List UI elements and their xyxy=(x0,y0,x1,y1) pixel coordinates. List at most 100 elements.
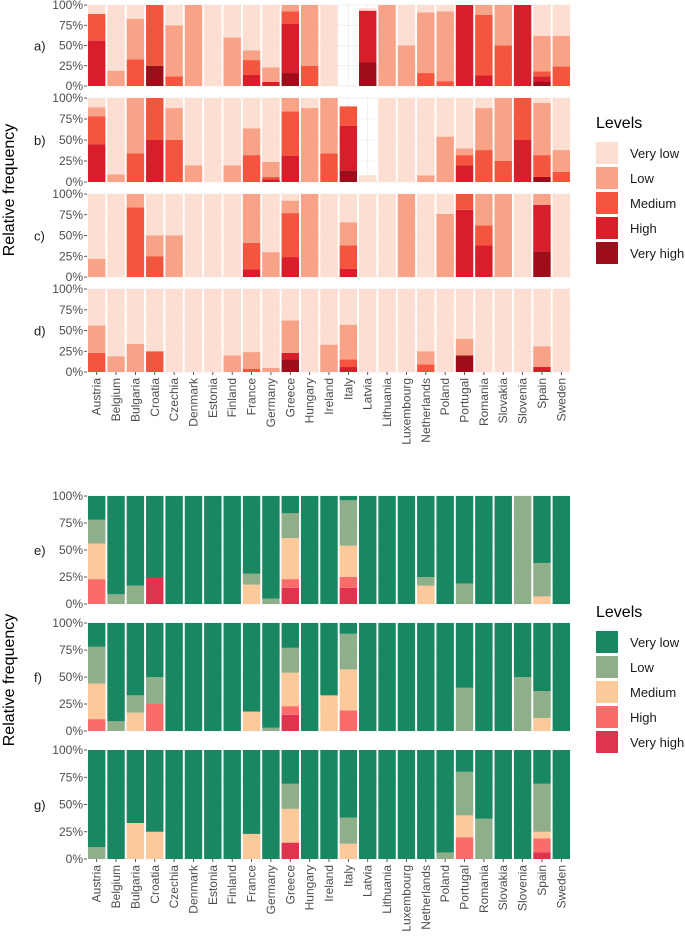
bar-segment: Spain – Medium: 6% xyxy=(533,71,551,77)
bar-segment: Bulgaria – Very low: 66% xyxy=(126,289,145,344)
x-tick-label: Sweden xyxy=(554,865,568,908)
panel-b: Austria – High: 45%Austria – Medium: 33%… xyxy=(34,91,571,189)
bar-segment: Greece – Very high: 15% xyxy=(281,359,299,372)
bar-segment: Austria – Low: 33% xyxy=(87,325,106,353)
bar-segment: Greece – Medium: 31% xyxy=(281,672,299,707)
y-tick-label: 100% xyxy=(52,91,83,105)
bar-segment: Austria – Medium: 23% xyxy=(87,352,106,372)
x-tick-label: Greece xyxy=(283,865,297,905)
bar-segment: Portugal – Very low: 81% xyxy=(455,496,474,584)
x-axis-top: Austria Belgium Bulgaria Croatia Czechia Denm… xyxy=(90,372,568,445)
y-tick-label: 100% xyxy=(52,187,83,201)
bar-segment: Latvia – Very low: 100% xyxy=(359,496,377,604)
bar-segment: Spain – Low: 31% xyxy=(533,562,551,597)
bar-segment: Slovakia – Very low: 100% xyxy=(494,496,512,604)
bar-segment: Croatia – Low: 25% xyxy=(146,677,164,704)
bar-segment: Austria – High: 11% xyxy=(87,719,106,731)
x-tick-label: Netherlands xyxy=(419,865,433,930)
bar-segment: Poland – Very low: 100% xyxy=(436,289,454,372)
bar-segment: Spain – Low: 44% xyxy=(533,783,551,832)
bar-segment: Italy – Low: 28% xyxy=(339,222,358,246)
legend-label: Very low xyxy=(630,146,680,161)
bar-segment: Bulgaria – Medium: 34% xyxy=(126,153,145,182)
bar-segment: Belgium – Low: 9% xyxy=(107,594,125,604)
bar-segment: Finland – Very low: 80% xyxy=(223,98,241,166)
legend-swatch xyxy=(596,142,618,164)
y-tick-label: 0% xyxy=(66,270,84,284)
bar-segment: Spain – Very low: 31% xyxy=(533,750,551,784)
bar-segment: Hungary – Low: 75% xyxy=(300,5,319,66)
bar-segment: Italy – High: 53% xyxy=(339,125,358,171)
bar-segment: Finland – Very low: 40% xyxy=(223,5,241,38)
bar-segment: Spain – High: 56% xyxy=(533,204,551,252)
legend-swatch xyxy=(596,681,618,703)
bar-segment: Spain – Medium: 6% xyxy=(533,831,551,839)
bar-segment: Luxembourg – Very low: 100% xyxy=(397,623,416,731)
x-tick-label: Austria xyxy=(90,378,104,416)
bar-segment: Greece – Medium: 31% xyxy=(281,808,299,843)
bar-segment: Hungary – Very low: 100% xyxy=(300,289,319,372)
bar-segment: Denmark – Very low: 100% xyxy=(184,750,203,859)
bar-segment: Poland – Very low: 100% xyxy=(436,496,454,604)
bar-segment: Sweden – Medium: 12% xyxy=(552,171,571,182)
bar-segment: Poland – Very low: 24% xyxy=(436,194,454,214)
bar-segment: Austria – Low: 11% xyxy=(87,847,106,859)
bar-segment: Slovenia – Medium: 50% xyxy=(513,98,532,140)
panel-d: Austria – Medium: 23%Austria – Low: 33%A… xyxy=(34,282,571,379)
bar-segment: Austria – Very low: 11% xyxy=(87,5,106,14)
bar-segment: Czechia – Low: 50% xyxy=(165,235,183,277)
bar-segment: Slovakia – Very low: 100% xyxy=(494,750,512,859)
legend-item: High xyxy=(596,706,657,728)
legend-swatch xyxy=(596,731,618,753)
y-tick-label: 100% xyxy=(52,489,83,503)
bar-segment: Lithuania – Very low: 100% xyxy=(378,750,396,859)
x-tick-label: Germany xyxy=(264,378,278,427)
bar-segment: Czechia – Very low: 100% xyxy=(165,289,183,372)
bar-segment: Spain – Very high: 31% xyxy=(533,251,551,277)
bar-segment: France – Very low: 36% xyxy=(242,98,261,129)
bar-segment: Greece – Very low: 23% xyxy=(281,623,299,648)
y-tick-label: 50% xyxy=(59,133,83,147)
bar-segment: Belgium – Very low: 81% xyxy=(107,289,125,357)
panel-a: Austria – High: 56%Austria – Medium: 33%… xyxy=(34,0,571,93)
legend-swatch xyxy=(596,217,618,239)
x-tick-label: Italy xyxy=(341,378,355,400)
bar-segment: Ireland – Very low: 67% xyxy=(320,623,338,696)
bar-segment: Latvia – Very low: 8% xyxy=(359,175,377,182)
x-tick-label: Croatia xyxy=(148,865,162,904)
panel-label: c) xyxy=(34,229,45,244)
bar-segment: Portugal – Medium: 19% xyxy=(455,194,474,210)
x-tick-label: Austria xyxy=(90,865,104,903)
bar-segment: Austria – Low: 34% xyxy=(87,646,106,684)
bar-segment: Netherlands – Low: 8% xyxy=(417,175,435,182)
bar-segment: Austria – Very low: 22% xyxy=(87,623,106,647)
bar-segment: Austria – Very low: 44% xyxy=(87,289,106,326)
bar-segment: Bulgaria – Medium: 33% xyxy=(126,823,145,859)
bar-segment: Czechia – Very low: 100% xyxy=(165,496,183,604)
bar-segment: Germany – Very low: 76% xyxy=(262,98,280,162)
legend-swatch xyxy=(596,192,618,214)
bar-segment: Croatia – Very high: 25% xyxy=(146,65,164,86)
bar-segment: Finland – Very low: 100% xyxy=(223,623,241,731)
bar-segment: Greece – High: 31% xyxy=(281,155,299,182)
bar-segment: Italy – Very low: 4% xyxy=(339,496,358,501)
bar-segment: Bulgaria – Very low: 67% xyxy=(126,623,145,696)
bar-segment: France – Medium: 32% xyxy=(242,155,261,182)
bar-segment: Romania – Medium: 24% xyxy=(475,225,493,246)
bar-segment: Bulgaria – Low: 16% xyxy=(126,194,145,208)
x-tick-label: Estonia xyxy=(206,378,220,418)
bar-segment: Belgium – Very low: 81% xyxy=(107,5,125,71)
bar-segment: Sweden – Very low: 62% xyxy=(552,98,571,151)
bar-segment: Portugal – High: 81% xyxy=(455,209,474,277)
bar-segment: Ireland – Very low: 100% xyxy=(320,194,338,277)
bar-segment: Bulgaria – Medium: 84% xyxy=(126,207,145,277)
x-tick-label: Lithuania xyxy=(380,378,394,427)
bar-segment: Netherlands – Low: 8% xyxy=(417,577,435,586)
bar-segment: Austria – Very low: 22% xyxy=(87,496,106,520)
bar-segment: Greece – Low: 23% xyxy=(281,513,299,539)
bar-segment: Lithuania – Very low: 100% xyxy=(378,496,396,604)
bar-segment: Romania – Very low: 63% xyxy=(475,750,493,819)
bar-segment: Italy – Medium: 28% xyxy=(339,245,358,269)
bar-segment: France – Medium: 4% xyxy=(242,368,261,372)
